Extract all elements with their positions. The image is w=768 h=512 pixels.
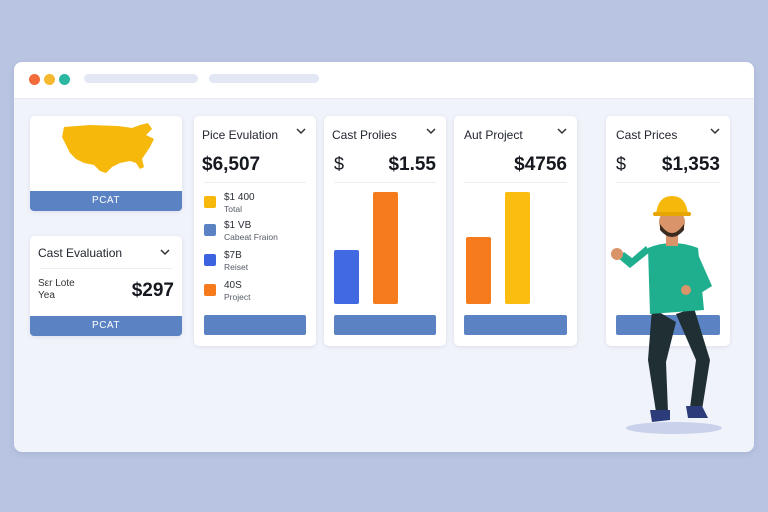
legend-label: Cabeat Fraion bbox=[224, 232, 278, 242]
price-evaluation-value: $6,507 bbox=[202, 154, 261, 175]
chevron-down-icon[interactable] bbox=[708, 124, 722, 138]
address-placeholder[interactable] bbox=[209, 74, 319, 83]
legend-label: Reiset bbox=[224, 262, 249, 272]
worker-illustration bbox=[611, 196, 722, 434]
legend-swatch bbox=[204, 196, 216, 208]
cast-profiles-card: Cast Prolies $ $1.55 bbox=[324, 116, 446, 346]
legend-value: $7B bbox=[224, 250, 242, 261]
minimize-window-dot[interactable] bbox=[44, 74, 55, 85]
legend-label: Total bbox=[224, 204, 242, 214]
title-bar bbox=[14, 62, 754, 99]
cast-profiles-chart bbox=[324, 192, 446, 304]
usa-map-icon bbox=[62, 123, 154, 173]
legend-value: $1 400 bbox=[224, 192, 255, 203]
aut-project-card: Aut Project $4756 bbox=[454, 116, 577, 346]
chevron-down-icon[interactable] bbox=[158, 245, 172, 259]
currency-symbol: $ bbox=[616, 154, 627, 174]
aut-project-title: Aut Project bbox=[464, 128, 523, 142]
close-window-dot[interactable] bbox=[29, 74, 40, 85]
legend-item: $7B Reiset bbox=[204, 250, 314, 278]
cast-prices-value: $1,353 bbox=[661, 154, 720, 175]
legend-swatch bbox=[204, 254, 216, 266]
cast-evaluation-footer-label: PCAT bbox=[92, 320, 120, 331]
price-evaluation-card: Pice Evulation $6,507 $1 400 Total $1 VB… bbox=[194, 116, 316, 346]
legend-value: $1 VB bbox=[224, 220, 252, 231]
cast-evaluation-card: Cast Evaluation Sεr Lote Yea $297 PCAT bbox=[30, 236, 182, 336]
cast-profiles-title: Cast Prolies bbox=[332, 128, 397, 142]
aut-project-chart bbox=[454, 192, 577, 304]
divider bbox=[334, 182, 436, 183]
legend-item: $1 400 Total bbox=[204, 192, 314, 220]
chart-bar bbox=[373, 192, 398, 304]
map-card: PCAT bbox=[30, 116, 182, 211]
chart-bar bbox=[334, 250, 359, 304]
tab-placeholder[interactable] bbox=[84, 74, 198, 83]
cast-evaluation-label-1: Sεr Lote bbox=[38, 278, 75, 289]
legend-item: 40S Project bbox=[204, 280, 314, 308]
chevron-down-icon[interactable] bbox=[555, 124, 569, 138]
divider bbox=[40, 268, 172, 269]
legend-label: Project bbox=[224, 292, 251, 302]
legend-value: 40S bbox=[224, 280, 242, 291]
map-card-footer-label: PCAT bbox=[92, 195, 120, 206]
cast-evaluation-value: $297 bbox=[131, 280, 174, 301]
map-card-footer[interactable]: PCAT bbox=[30, 191, 182, 211]
divider bbox=[616, 182, 720, 183]
price-evaluation-title: Pice Evulation bbox=[202, 128, 279, 142]
legend-item: $1 VB Cabeat Fraion bbox=[204, 220, 314, 248]
chart-bar bbox=[466, 237, 491, 304]
cast-profiles-action-bar[interactable] bbox=[334, 315, 436, 335]
aut-project-value: $4756 bbox=[514, 154, 567, 175]
maximize-window-dot[interactable] bbox=[59, 74, 70, 85]
legend-swatch bbox=[204, 284, 216, 296]
chart-bar bbox=[505, 192, 530, 304]
currency-symbol: $ bbox=[334, 154, 345, 174]
cast-prices-title: Cast Prices bbox=[616, 128, 678, 142]
cast-evaluation-label-2: Yea bbox=[38, 290, 55, 301]
cast-evaluation-footer[interactable]: PCAT bbox=[30, 316, 182, 336]
cast-evaluation-title: Cast Evaluation bbox=[38, 246, 123, 260]
legend-swatch bbox=[204, 224, 216, 236]
aut-project-action-bar[interactable] bbox=[464, 315, 567, 335]
cast-profiles-value: $1.55 bbox=[388, 154, 436, 175]
price-evaluation-action-bar[interactable] bbox=[204, 315, 306, 335]
divider bbox=[204, 182, 306, 183]
divider bbox=[464, 182, 567, 183]
chevron-down-icon[interactable] bbox=[294, 124, 308, 138]
chevron-down-icon[interactable] bbox=[424, 124, 438, 138]
